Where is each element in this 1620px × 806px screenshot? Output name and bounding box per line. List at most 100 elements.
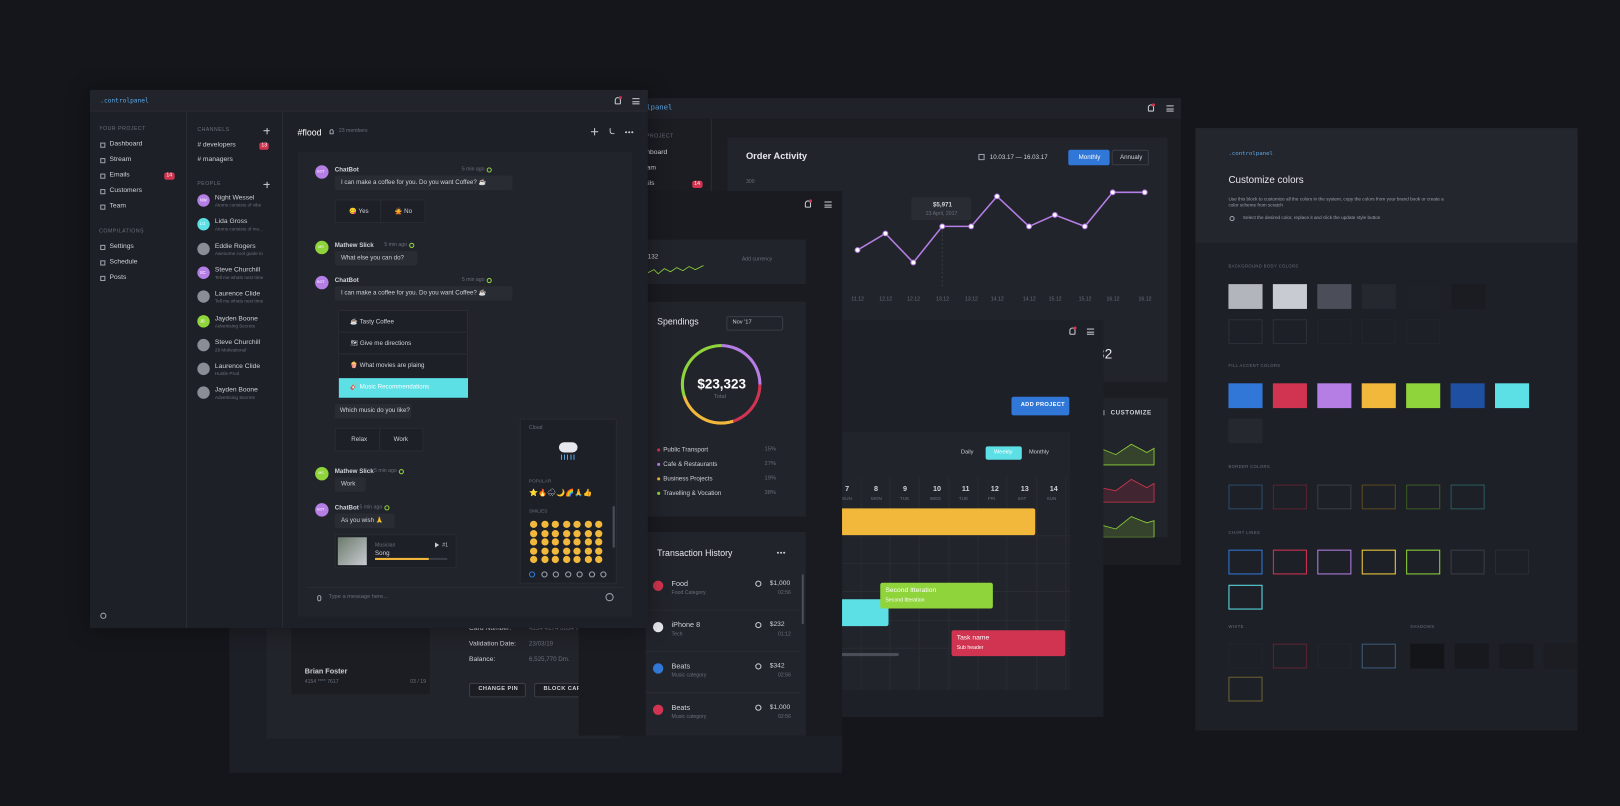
swatch[interactable] bbox=[1272, 383, 1307, 409]
swatch[interactable] bbox=[1454, 643, 1489, 669]
swatch[interactable] bbox=[1543, 643, 1578, 669]
person-name[interactable]: Steve Churchill bbox=[214, 338, 261, 346]
nav-link[interactable]: Posts bbox=[109, 273, 127, 282]
person-name[interactable]: Eddie Rogers bbox=[214, 242, 256, 250]
person-name[interactable]: Steve Churchill bbox=[214, 266, 261, 274]
swatch[interactable] bbox=[1361, 549, 1396, 575]
swatch[interactable] bbox=[1228, 484, 1263, 510]
menu-item[interactable]: 🍿 What movies are plaing bbox=[350, 362, 425, 369]
quick-reply[interactable]: 🙅 No bbox=[394, 208, 413, 215]
emoji[interactable] bbox=[573, 547, 581, 555]
swatch[interactable] bbox=[1406, 549, 1441, 575]
card-action-button[interactable] bbox=[469, 682, 526, 698]
menu-icon[interactable] bbox=[1166, 105, 1174, 112]
person-name[interactable]: Night Wessel bbox=[214, 194, 255, 202]
channel-link[interactable]: # managers bbox=[197, 156, 233, 164]
menu-icon[interactable] bbox=[1086, 328, 1095, 335]
person-name[interactable]: Laurence Clide bbox=[214, 362, 261, 370]
swatch[interactable] bbox=[1499, 643, 1534, 669]
emoji[interactable] bbox=[595, 547, 603, 555]
swatch[interactable] bbox=[1406, 319, 1441, 345]
person-name[interactable]: Jayden Boone bbox=[214, 314, 258, 322]
card-action-label[interactable]: CHANGE PIN bbox=[478, 686, 519, 693]
emoji[interactable] bbox=[573, 529, 581, 537]
emoji[interactable] bbox=[584, 555, 592, 564]
picker-tab[interactable] bbox=[588, 571, 595, 578]
emoji[interactable] bbox=[595, 529, 603, 537]
emoji[interactable] bbox=[562, 547, 570, 555]
card-action-label[interactable]: BLOCK CARD bbox=[543, 686, 586, 693]
picker-tab[interactable] bbox=[576, 571, 583, 578]
quick-reply[interactable]: 😋 Yes bbox=[349, 208, 369, 215]
period-label[interactable]: Annualy bbox=[1119, 154, 1143, 162]
swatch[interactable] bbox=[1317, 643, 1352, 669]
swatch[interactable] bbox=[1494, 549, 1530, 575]
swatch[interactable] bbox=[1317, 319, 1352, 345]
swatch[interactable] bbox=[1361, 319, 1396, 345]
swatch[interactable] bbox=[1317, 383, 1352, 409]
picker-tab[interactable] bbox=[528, 571, 536, 578]
add-project-label[interactable]: ADD PROJECT bbox=[1020, 401, 1065, 409]
swatch[interactable] bbox=[1451, 284, 1486, 309]
channel-link[interactable]: # developers bbox=[197, 141, 236, 149]
emoji[interactable] bbox=[530, 529, 538, 537]
swatch[interactable] bbox=[1361, 284, 1396, 309]
view-option[interactable]: Monthly bbox=[1029, 449, 1049, 456]
emoji[interactable] bbox=[540, 538, 549, 546]
bell-icon[interactable] bbox=[1147, 104, 1155, 112]
swatch[interactable] bbox=[1410, 643, 1445, 669]
emoji[interactable] bbox=[573, 555, 581, 564]
person-name[interactable]: Jayden Boone bbox=[214, 386, 258, 395]
nav-link[interactable]: Dashboard bbox=[109, 140, 143, 148]
task-card[interactable] bbox=[880, 582, 993, 609]
nav-link[interactable]: Team bbox=[109, 202, 126, 210]
swatch[interactable] bbox=[1228, 643, 1263, 669]
swatch[interactable] bbox=[1228, 549, 1263, 575]
swatch[interactable] bbox=[1450, 549, 1485, 575]
bell-icon[interactable] bbox=[614, 97, 621, 105]
emoji[interactable] bbox=[540, 555, 549, 564]
task-card[interactable] bbox=[951, 630, 1066, 657]
emoji[interactable] bbox=[595, 555, 603, 564]
person-name[interactable]: Lida Gross bbox=[214, 218, 248, 226]
swatch[interactable] bbox=[1317, 484, 1352, 510]
quick-reply[interactable]: Relax bbox=[351, 437, 368, 444]
emoji[interactable] bbox=[584, 520, 592, 528]
emoji[interactable] bbox=[530, 538, 538, 546]
menu-item[interactable]: 🎸 Music Recommendations bbox=[350, 384, 430, 391]
emoji[interactable] bbox=[595, 538, 603, 546]
emoji[interactable] bbox=[562, 520, 570, 528]
emoji[interactable] bbox=[530, 555, 538, 564]
bell-icon[interactable] bbox=[1069, 327, 1076, 335]
swatch[interactable] bbox=[1450, 484, 1485, 510]
menu-icon[interactable] bbox=[632, 98, 640, 105]
emoji[interactable] bbox=[595, 520, 603, 528]
swatch[interactable] bbox=[1317, 284, 1352, 309]
swatch[interactable] bbox=[1361, 643, 1396, 669]
quick-reply[interactable]: Work bbox=[393, 437, 408, 444]
swatch[interactable] bbox=[1228, 383, 1263, 409]
emoji[interactable] bbox=[551, 547, 559, 555]
nav-link[interactable]: Customers bbox=[109, 187, 142, 195]
nav-link[interactable]: Settings bbox=[109, 242, 134, 251]
emoji[interactable] bbox=[540, 547, 549, 555]
swatch[interactable] bbox=[1450, 383, 1485, 409]
swatch[interactable] bbox=[1494, 383, 1530, 409]
view-option[interactable]: Daily bbox=[960, 449, 974, 456]
emoji[interactable] bbox=[573, 520, 581, 528]
nav-link[interactable]: Emails bbox=[109, 171, 130, 179]
emoji[interactable] bbox=[540, 529, 549, 537]
play-button[interactable] bbox=[434, 542, 440, 548]
view-pill[interactable] bbox=[985, 446, 1022, 460]
period-button[interactable] bbox=[1111, 149, 1149, 166]
emoji[interactable] bbox=[584, 547, 592, 555]
month-dropdown[interactable] bbox=[726, 316, 784, 331]
picker-tab[interactable] bbox=[600, 571, 607, 578]
nav-link[interactable]: Schedule bbox=[109, 258, 138, 266]
add-currency[interactable]: Add currency bbox=[741, 256, 773, 263]
picker-tab[interactable] bbox=[564, 571, 571, 578]
customize-link[interactable]: CUSTOMIZE bbox=[1110, 410, 1152, 417]
emoji[interactable] bbox=[584, 538, 592, 546]
emoji[interactable] bbox=[551, 529, 559, 537]
attach-icon[interactable] bbox=[317, 595, 322, 602]
